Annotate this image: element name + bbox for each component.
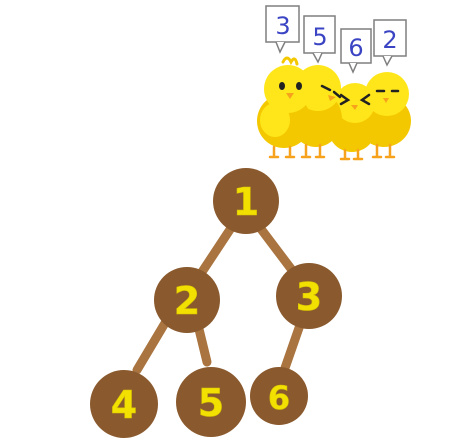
tree-node-1: 1 (213, 168, 279, 234)
speech-bubble-1: 3 (265, 5, 300, 54)
bubble-label-1: 3 (275, 12, 290, 40)
bubble-label-3: 6 (348, 34, 363, 62)
speech-bubble-3: 6 (340, 28, 372, 74)
edge-1-2 (195, 220, 238, 280)
tree-node-5: 5 (176, 367, 246, 437)
tree-node-3: 3 (276, 263, 342, 329)
chick-1 (257, 56, 312, 159)
bubble-label-2: 5 (312, 23, 327, 51)
edge-2-4 (132, 313, 173, 375)
chicks-group: 3 5 6 2 (257, 5, 411, 161)
speech-bubble-2: 5 (303, 15, 336, 64)
edge-2-5 (193, 320, 212, 367)
node-label-1: 1 (233, 180, 259, 224)
tree-node-4: 4 (90, 370, 158, 438)
tree-node-6: 6 (250, 367, 308, 425)
tree-node-2: 2 (154, 267, 220, 333)
node-label-2: 2 (174, 279, 200, 323)
speech-bubble-4: 2 (373, 19, 407, 67)
edge-3-6 (280, 320, 305, 373)
node-label-4: 4 (111, 383, 137, 427)
node-label-6: 6 (268, 379, 290, 417)
node-label-3: 3 (296, 275, 322, 319)
node-label-5: 5 (198, 381, 224, 425)
bubble-label-4: 2 (382, 26, 397, 54)
